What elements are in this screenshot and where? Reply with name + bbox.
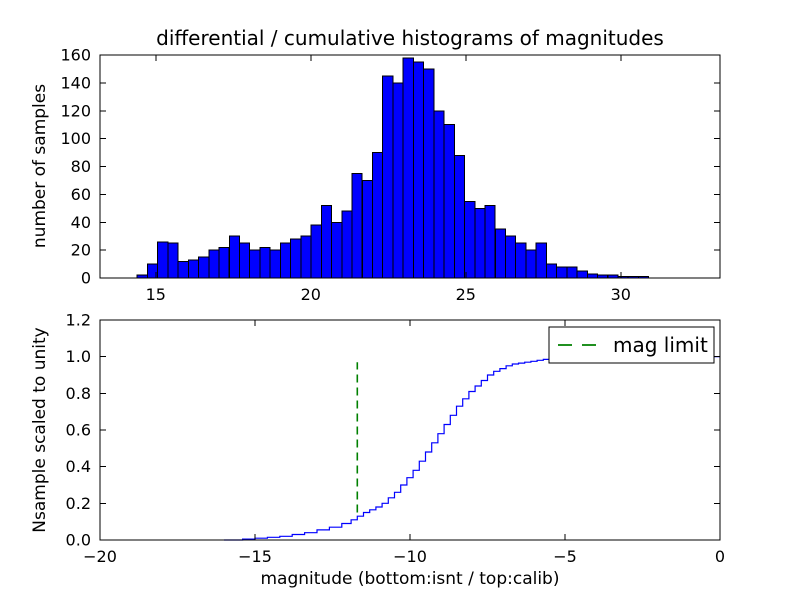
cumulative-line [224, 356, 720, 541]
histogram-bar [586, 273, 598, 279]
histogram-bar [464, 200, 476, 279]
histogram-bar [443, 124, 455, 279]
y-tick-label: 0.2 [66, 494, 91, 513]
histogram-bar [157, 241, 169, 279]
legend-label: mag limit [613, 333, 708, 357]
bottom-y-axis-label: Nsample scaled to unity [30, 327, 50, 532]
histogram-bar [341, 210, 353, 279]
histogram-bar [433, 110, 445, 279]
histogram-bar [474, 207, 486, 279]
histogram-bar [545, 263, 558, 279]
y-tick-label: 1.0 [66, 347, 91, 366]
x-tick-label: 20 [301, 285, 321, 304]
histogram-bar [382, 75, 394, 279]
histogram-bar [320, 205, 332, 279]
histogram-bar [351, 173, 363, 279]
histogram-bar [423, 68, 435, 279]
x-tick-label: 30 [611, 285, 631, 304]
histogram-bar [259, 246, 271, 279]
histogram-bar [556, 266, 568, 279]
x-tick-label: −5 [553, 547, 577, 566]
y-tick-label: 0 [81, 269, 91, 288]
histogram-bar [412, 61, 425, 279]
top-y-axis-label: number of samples [30, 84, 50, 248]
histogram-bar [515, 242, 527, 279]
x-tick-label: −20 [83, 547, 117, 566]
y-tick-label: 100 [60, 129, 91, 148]
histogram-bar [361, 179, 373, 279]
histogram-bar [331, 221, 343, 279]
histogram-bar [525, 249, 537, 279]
y-tick-label: 1.2 [66, 311, 91, 330]
histogram-bar [453, 154, 465, 279]
histogram-bar [167, 242, 179, 279]
histogram-bar [208, 249, 220, 279]
histogram-bar [372, 152, 384, 279]
y-tick-label: 120 [60, 101, 91, 120]
y-tick-label: 0.8 [66, 384, 91, 403]
histogram-bar [505, 235, 517, 279]
histogram-bar [566, 266, 578, 279]
y-tick-label: 140 [60, 73, 91, 92]
bottom-axes: −20 −15 −10 −5 0 0.0 0.2 0.4 0.6 0.8 1.0 1.2 [66, 311, 726, 567]
histogram-bar [392, 82, 404, 279]
histogram-bar [494, 228, 506, 279]
top-axes: 15 20 25 30 0 20 40 60 80 100 120 140 160 [60, 46, 721, 304]
histogram-bar [187, 259, 200, 279]
histogram-bar [535, 242, 547, 279]
histogram-bar [198, 256, 210, 279]
chart-title: differential / cumulative histograms of … [156, 26, 664, 50]
histogram-bar [310, 224, 322, 279]
x-tick-label: 15 [146, 285, 166, 304]
y-tick-label: 0.0 [66, 531, 91, 550]
y-tick-label: 60 [71, 185, 91, 204]
x-tick-label: −15 [238, 547, 272, 566]
histogram-bar [269, 249, 281, 279]
histogram-bar [290, 238, 302, 279]
histogram-bar [279, 242, 292, 279]
histogram-bar [239, 242, 251, 279]
histogram-bar [218, 246, 230, 279]
histogram-bar [300, 235, 312, 279]
x-tick-label: 25 [456, 285, 476, 304]
histogram-bar [228, 235, 241, 279]
x-tick-label: −10 [393, 547, 427, 566]
legend-box [548, 326, 715, 364]
histogram-bar [402, 57, 414, 279]
bottom-x-axis-label: magnitude (bottom:isnt / top:calib) [261, 569, 560, 589]
histogram-bar [249, 249, 261, 279]
y-tick-label: 40 [71, 213, 91, 232]
y-tick-label: 0.4 [66, 457, 91, 476]
histogram-bar [576, 270, 588, 279]
y-tick-label: 20 [71, 241, 91, 260]
y-tick-label: 0.6 [66, 421, 91, 440]
y-tick-label: 80 [71, 157, 91, 176]
y-tick-label: 160 [60, 46, 91, 65]
x-tick-label: 0 [715, 547, 725, 566]
histogram-bar [484, 205, 496, 279]
histogram-bar [177, 260, 189, 279]
legend: mag limit [548, 326, 715, 364]
